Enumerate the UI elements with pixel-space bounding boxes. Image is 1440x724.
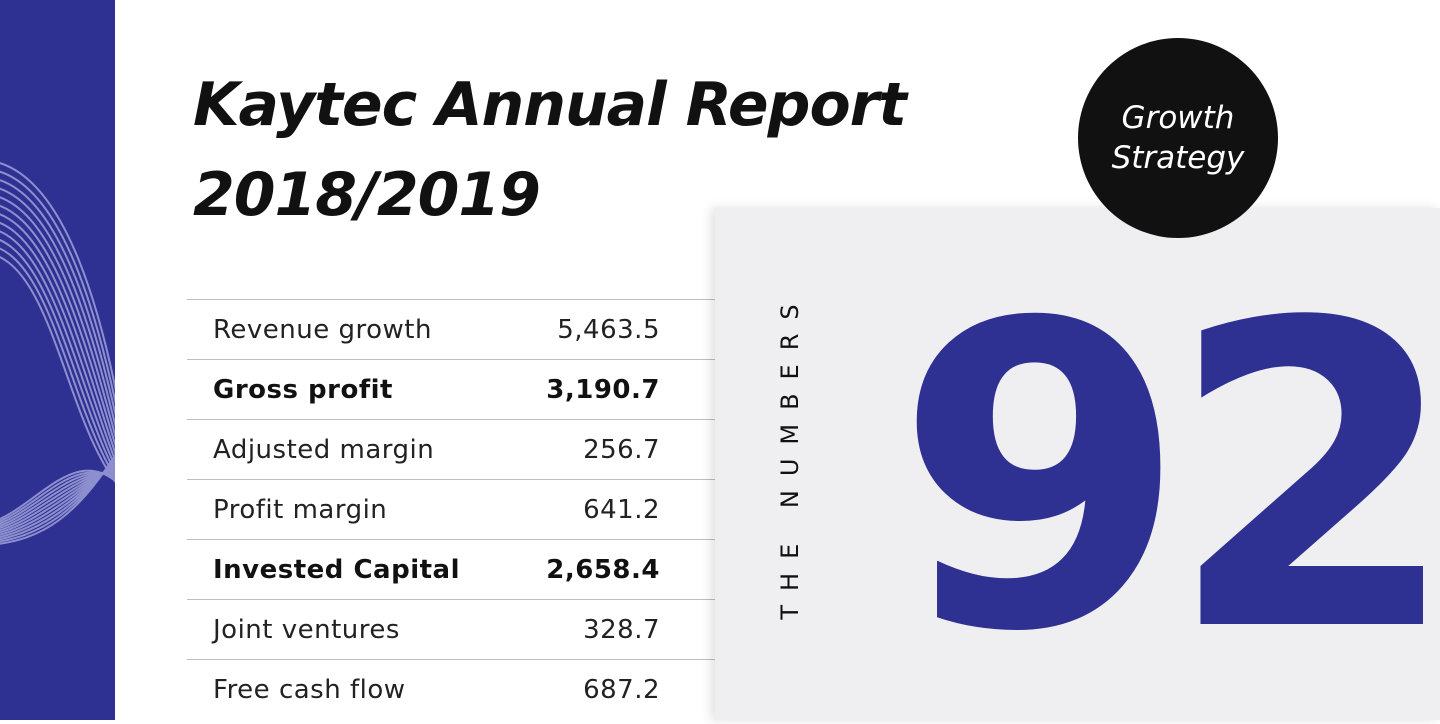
table-row: Free cash flow 687.2 — [187, 659, 715, 719]
wave-line — [0, 204, 115, 448]
row-label: Adjusted margin — [213, 434, 435, 465]
wave-line — [0, 256, 115, 483]
row-value: 5,463.5 — [557, 314, 660, 345]
badge-line-1: Growth — [1121, 100, 1235, 136]
table-row: Joint ventures 328.7 — [187, 599, 715, 659]
wave-line — [0, 213, 115, 456]
table-row: Adjusted margin 256.7 — [187, 419, 715, 479]
wave-line — [0, 472, 115, 525]
row-value: 256.7 — [583, 434, 660, 465]
wave-line — [0, 196, 115, 439]
table-row: Gross profit 3,190.7 — [187, 359, 715, 419]
table-row: Profit margin 641.2 — [187, 479, 715, 539]
table-row: Revenue growth 5,463.5 — [187, 299, 715, 359]
row-label: Profit margin — [213, 494, 388, 525]
wave-line — [0, 222, 115, 463]
table-row: Invested Capital 2,658.4 — [187, 539, 715, 599]
wave-line — [0, 162, 115, 391]
row-value: 2,658.4 — [546, 554, 660, 585]
badge-line-2: Strategy — [1111, 140, 1245, 176]
page-title: Kaytec Annual Report 2018/2019 — [193, 60, 907, 240]
wave-line — [0, 230, 115, 469]
decorative-sidebar — [0, 0, 115, 720]
wave-line — [0, 170, 115, 405]
big-number: 92 — [895, 235, 1440, 724]
row-label: Revenue growth — [213, 314, 432, 345]
wave-line — [0, 469, 115, 521]
wave-line — [0, 468, 115, 532]
wave-lines-graphic — [0, 162, 115, 545]
row-value: 641.2 — [583, 494, 660, 525]
financial-table: Revenue growth 5,463.5 Gross profit 3,190.… — [187, 299, 715, 719]
numbers-panel — [715, 208, 1440, 720]
row-value: 328.7 — [583, 614, 660, 645]
title-line-1: Kaytec Annual Report — [193, 70, 907, 140]
wave-line — [0, 460, 115, 539]
row-value: 687.2 — [583, 674, 660, 705]
wave-line — [0, 179, 115, 417]
row-label: Free cash flow — [213, 674, 406, 705]
row-label: Gross profit — [213, 374, 393, 405]
wave-line — [0, 187, 115, 428]
title-line-2: 2018/2019 — [193, 160, 541, 230]
row-value: 3,190.7 — [546, 374, 660, 405]
row-label: Invested Capital — [213, 554, 461, 585]
growth-strategy-badge: Growth Strategy — [1078, 38, 1278, 238]
row-label: Joint ventures — [213, 614, 400, 645]
wave-line — [0, 239, 115, 475]
wave-line — [0, 463, 115, 536]
vertical-label: THE NUMBERS — [776, 290, 804, 620]
wave-line — [0, 247, 115, 479]
